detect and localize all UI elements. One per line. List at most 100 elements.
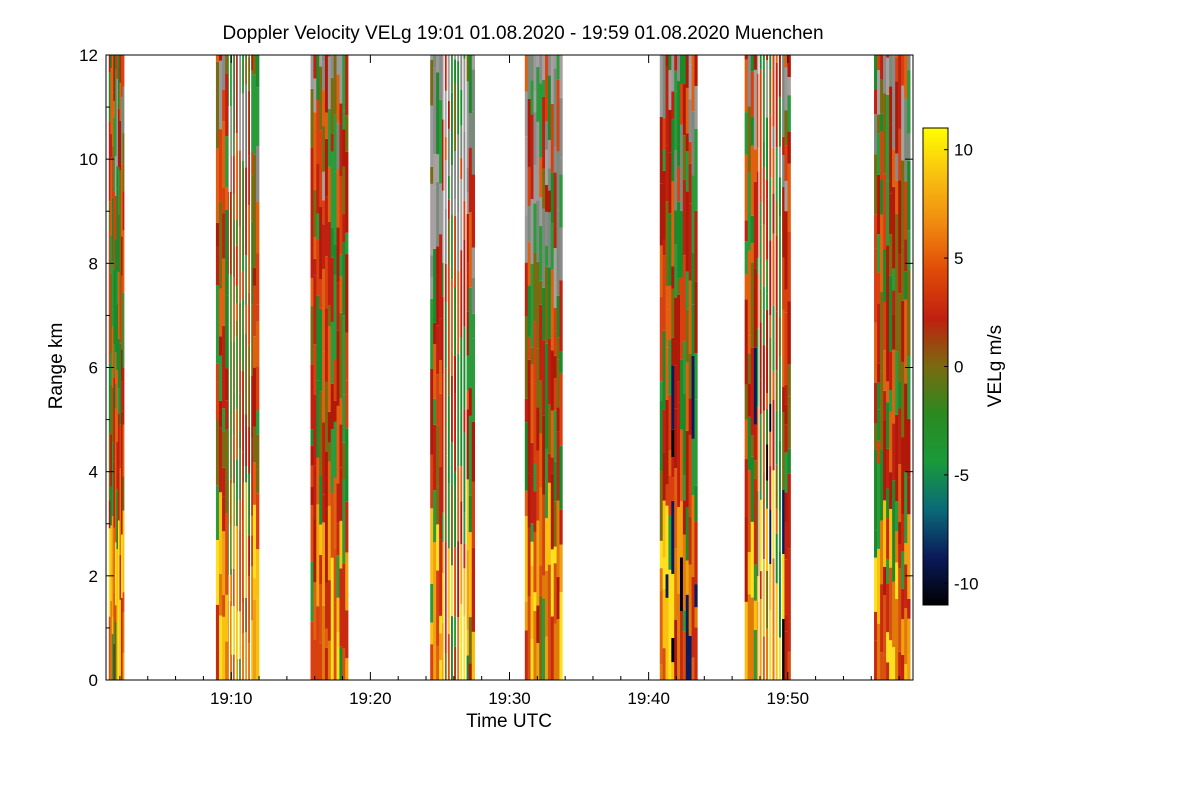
scan-gap-line xyxy=(459,55,461,680)
velocity-cell xyxy=(753,600,758,630)
velocity-cell xyxy=(121,349,123,382)
velocity-cell xyxy=(246,205,251,293)
velocity-cell xyxy=(553,68,557,148)
velocity-cell xyxy=(237,448,241,501)
velocity-cell xyxy=(787,548,791,622)
velocity-cell xyxy=(680,210,684,278)
velocity-cell xyxy=(333,477,337,549)
velocity-cell xyxy=(462,92,467,132)
velocity-cell xyxy=(110,134,113,158)
velocity-cell xyxy=(545,245,549,267)
velocity-cell xyxy=(691,55,695,112)
velocity-cell xyxy=(533,463,537,492)
velocity-cell xyxy=(116,370,119,443)
colorbar-tick-label: 5 xyxy=(954,249,963,268)
velocity-cell xyxy=(122,367,125,425)
velocity-cell xyxy=(542,494,546,576)
velocity-cell xyxy=(671,662,675,680)
velocity-cell xyxy=(219,288,223,337)
velocity-cell xyxy=(880,55,884,80)
velocity-cell xyxy=(694,399,698,486)
velocity-cell xyxy=(471,547,476,632)
velocity-cell xyxy=(694,627,698,680)
velocity-cell xyxy=(781,136,785,156)
scan-gap-line xyxy=(246,55,249,680)
velocity-cell xyxy=(744,601,748,680)
velocity-cell xyxy=(778,637,782,680)
velocity-cell xyxy=(116,303,119,371)
velocity-cell xyxy=(553,307,557,332)
velocity-cell xyxy=(688,141,692,164)
velocity-cell xyxy=(252,267,257,286)
velocity-cell xyxy=(111,55,114,76)
velocity-cell xyxy=(662,648,666,680)
velocity-cell xyxy=(330,429,334,494)
velocity-cell xyxy=(753,460,758,479)
velocity-cell xyxy=(553,438,557,462)
velocity-cell xyxy=(553,355,557,379)
scan-gap-line xyxy=(243,55,246,680)
velocity-cell xyxy=(559,544,563,593)
velocity-cell xyxy=(744,517,748,602)
velocity-cell xyxy=(781,387,785,412)
velocity-cell xyxy=(249,175,254,222)
velocity-cell xyxy=(108,231,111,290)
velocity-cell xyxy=(453,287,458,356)
velocity-cell xyxy=(310,487,314,506)
velocity-cell xyxy=(240,55,244,94)
velocity-cell xyxy=(901,160,905,247)
velocity-cell xyxy=(468,113,473,148)
velocity-cell xyxy=(530,638,534,680)
velocity-cell xyxy=(680,501,684,558)
velocity-cell xyxy=(316,213,320,241)
velocity-cell xyxy=(462,200,467,240)
velocity-cell xyxy=(345,658,349,680)
velocity-cell xyxy=(222,408,226,432)
velocity-cell xyxy=(249,620,254,680)
velocity-cell xyxy=(219,355,223,401)
velocity-cell xyxy=(539,565,543,596)
velocity-cell xyxy=(547,75,552,141)
velocity-cell xyxy=(550,457,554,474)
velocity-cell xyxy=(246,56,251,91)
velocity-cell xyxy=(539,197,543,226)
velocity-cell xyxy=(784,521,788,560)
velocity-cell xyxy=(750,456,755,522)
velocity-cell xyxy=(880,652,884,680)
velocity-cell xyxy=(215,485,220,540)
velocity-cell xyxy=(536,121,540,201)
velocity-cell xyxy=(527,241,531,286)
velocity-cell xyxy=(674,468,678,549)
y-tick-label: 4 xyxy=(89,463,98,482)
velocity-cell xyxy=(536,200,540,262)
velocity-cell xyxy=(883,93,887,174)
velocity-cell xyxy=(114,408,117,492)
velocity-cell xyxy=(769,610,773,680)
velocity-cell xyxy=(222,531,226,596)
velocity-cell xyxy=(339,312,343,399)
velocity-cell xyxy=(747,106,752,173)
velocity-cell xyxy=(450,442,455,486)
velocity-cell xyxy=(448,265,452,350)
velocity-cell xyxy=(685,271,689,310)
velocity-cell xyxy=(694,55,698,87)
velocity-cell xyxy=(747,353,752,385)
velocity-cell xyxy=(688,163,692,204)
velocity-cell xyxy=(462,58,467,93)
velocity-cell xyxy=(781,55,785,137)
velocity-cell xyxy=(527,166,531,207)
velocity-cell xyxy=(674,91,678,151)
velocity-cell xyxy=(907,93,911,134)
velocity-cell xyxy=(750,521,755,598)
velocity-cell xyxy=(237,659,241,680)
velocity-cell xyxy=(775,147,779,201)
velocity-cell xyxy=(336,123,340,169)
velocity-cell xyxy=(316,457,320,505)
velocity-cell xyxy=(877,114,881,134)
velocity-cell xyxy=(682,393,687,476)
velocity-cell xyxy=(330,227,334,258)
velocity-cell xyxy=(316,504,320,586)
velocity-cell xyxy=(877,55,881,71)
velocity-cell xyxy=(744,419,748,460)
velocity-cell xyxy=(775,311,779,371)
